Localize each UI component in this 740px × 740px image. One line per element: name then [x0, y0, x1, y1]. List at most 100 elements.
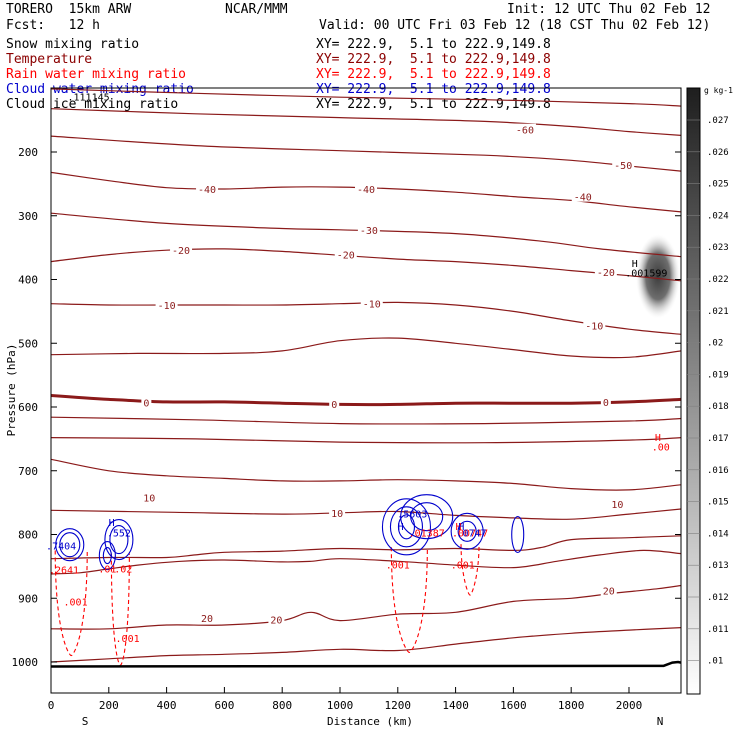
temp-label-13: 0 [331, 400, 337, 411]
temp-label-2: -40 [198, 185, 216, 196]
cloud-water-contour-10 [410, 502, 444, 532]
temp-label-10: -10 [363, 300, 381, 311]
temperature-contour-0 [51, 88, 681, 107]
temp-label-14: 0 [603, 398, 609, 409]
south-endpoint: S [82, 715, 89, 728]
cloud-water-contour-11 [450, 512, 484, 550]
temperature-contour-7 [51, 337, 681, 359]
temp-label-bg-3 [355, 182, 377, 194]
init-time: Init: 12 UTC Thu 02 Feb 12 [507, 2, 711, 17]
cloud-water-label-0: .7404 [46, 541, 76, 552]
model-title: TORERO 15km ARW [6, 2, 132, 17]
temp-label-7: -20 [337, 251, 355, 262]
temperature-contour-2 [51, 135, 681, 172]
cloud-water-contour-12 [457, 520, 477, 542]
colorbar-label-9: .018 [707, 402, 729, 412]
temperature-contour-15 [51, 584, 681, 630]
x-tick-label-2: 400 [157, 699, 177, 712]
north-endpoint: N [657, 715, 664, 728]
temp-label-6: -20 [172, 246, 190, 257]
x-tick-label-3: 600 [214, 699, 234, 712]
rain-label-2: .01 [98, 564, 116, 575]
temperature-contour-13 [51, 535, 681, 560]
temp-label-bg-14 [600, 395, 611, 407]
cloud-water-contour-1 [59, 532, 81, 558]
colorbar-units: g kg-1 [704, 86, 733, 95]
cloud-water-label-2: .552 [107, 529, 131, 540]
cloud-water-contour-0 [55, 528, 85, 562]
temp-label-bg-16 [329, 506, 346, 518]
fcst-value: 12 h [68, 18, 100, 33]
colorbar-label-7: .02 [707, 339, 723, 349]
temperature-contour-9 [51, 416, 681, 425]
x-tick-label-1: 200 [99, 699, 119, 712]
temperature-contour-8 [51, 394, 681, 407]
temp-label-bg-18 [199, 612, 216, 624]
colorbar-fill [686, 87, 701, 695]
colorbar-label-2: .025 [707, 180, 729, 190]
cloud-water-contour-2 [98, 540, 116, 571]
temp-label-bg-1 [612, 158, 635, 170]
y-tick-label-7: 900 [18, 592, 38, 605]
temp-label-16: 10 [331, 509, 343, 520]
plot-frame [50, 87, 682, 694]
temp-label-4: -40 [574, 193, 592, 204]
cloud-water-label-5: H [458, 522, 464, 533]
y-tick-label-5: 700 [18, 465, 38, 478]
cloud-water-contour-9 [400, 494, 454, 540]
temp-label-11: -10 [585, 321, 603, 332]
colorbar-label-17: .01 [707, 657, 723, 667]
snow-label-1: .001599 [625, 268, 667, 279]
temp-label-bg-20 [600, 584, 617, 596]
field-cloud-water: Cloud water mixing ratio [6, 82, 194, 97]
temp-label-bg-15 [141, 491, 158, 503]
temp-label-bg-2 [196, 182, 219, 194]
temperature-contour-4 [51, 212, 681, 258]
cloud-water-contour-7 [389, 506, 424, 548]
x-tick-label-6: 1200 [385, 699, 412, 712]
x-tick-label-4: 800 [272, 699, 292, 712]
field-cloud-ice: Cloud ice mixing ratio [6, 97, 179, 112]
cloud-water-label-3: H [398, 522, 404, 533]
x-tick-label-9: 1800 [558, 699, 585, 712]
temp-label-18: 20 [201, 614, 213, 625]
colorbar-label-11: .016 [707, 466, 729, 476]
cloud-water-contour-4 [104, 519, 134, 561]
y-tick-label-8: 1000 [12, 656, 39, 669]
rain-label-7: H [455, 522, 461, 533]
colorbar-label-8: .019 [707, 370, 729, 380]
temp-label-3: -40 [357, 185, 375, 196]
field-temperature: Temperature [6, 52, 93, 67]
temp-label-bg-9 [155, 299, 178, 310]
rain-contour-0 [54, 550, 88, 657]
center-name: NCAR/MMM [225, 2, 288, 17]
temp-label-17: 10 [611, 500, 623, 511]
rain-contour-2 [390, 547, 428, 653]
xy-cloud-water: XY= 222.9, 5.1 to 222.9,149.8 [316, 82, 551, 97]
y-axis-label: Pressure (hPa) [5, 344, 18, 437]
field-rain: Rain water mixing ratio [6, 67, 187, 82]
valid-time: Valid: 00 UTC Fri 03 Feb 12 (18 CST Thu … [319, 18, 711, 33]
rain-label-5: .01387 [409, 529, 445, 540]
field-snow: Snow mixing ratio [6, 37, 140, 52]
temperature-contour-16 [51, 627, 681, 663]
temp-label-1: -50 [614, 161, 632, 172]
rain-label-11: .00 [652, 443, 670, 454]
colorbar-label-10: .017 [707, 434, 729, 444]
colorbar-label-5: .022 [707, 275, 729, 285]
temp-label-bg-11 [583, 319, 606, 331]
xy-snow: XY= 222.9, 5.1 to 222.9,149.8 [316, 37, 551, 52]
fcst-label: Fcst: [6, 18, 46, 33]
x-tick-label-7: 1400 [442, 699, 469, 712]
colorbar-label-0: .027 [707, 116, 729, 126]
temp-label-8: -20 [597, 268, 615, 279]
rain-label-10: H [655, 433, 661, 444]
temp-label-bg-8 [594, 265, 617, 277]
temp-label-bg-6 [170, 244, 193, 256]
rain-label-6: .001 [386, 560, 410, 571]
rain-label-9: .001 [451, 560, 475, 571]
rain-label-4: .001 [116, 634, 140, 645]
cloud-water-contour-8 [397, 514, 416, 540]
temperature-contour-12 [51, 508, 681, 520]
x-axis-label: Distance (km) [327, 715, 413, 728]
